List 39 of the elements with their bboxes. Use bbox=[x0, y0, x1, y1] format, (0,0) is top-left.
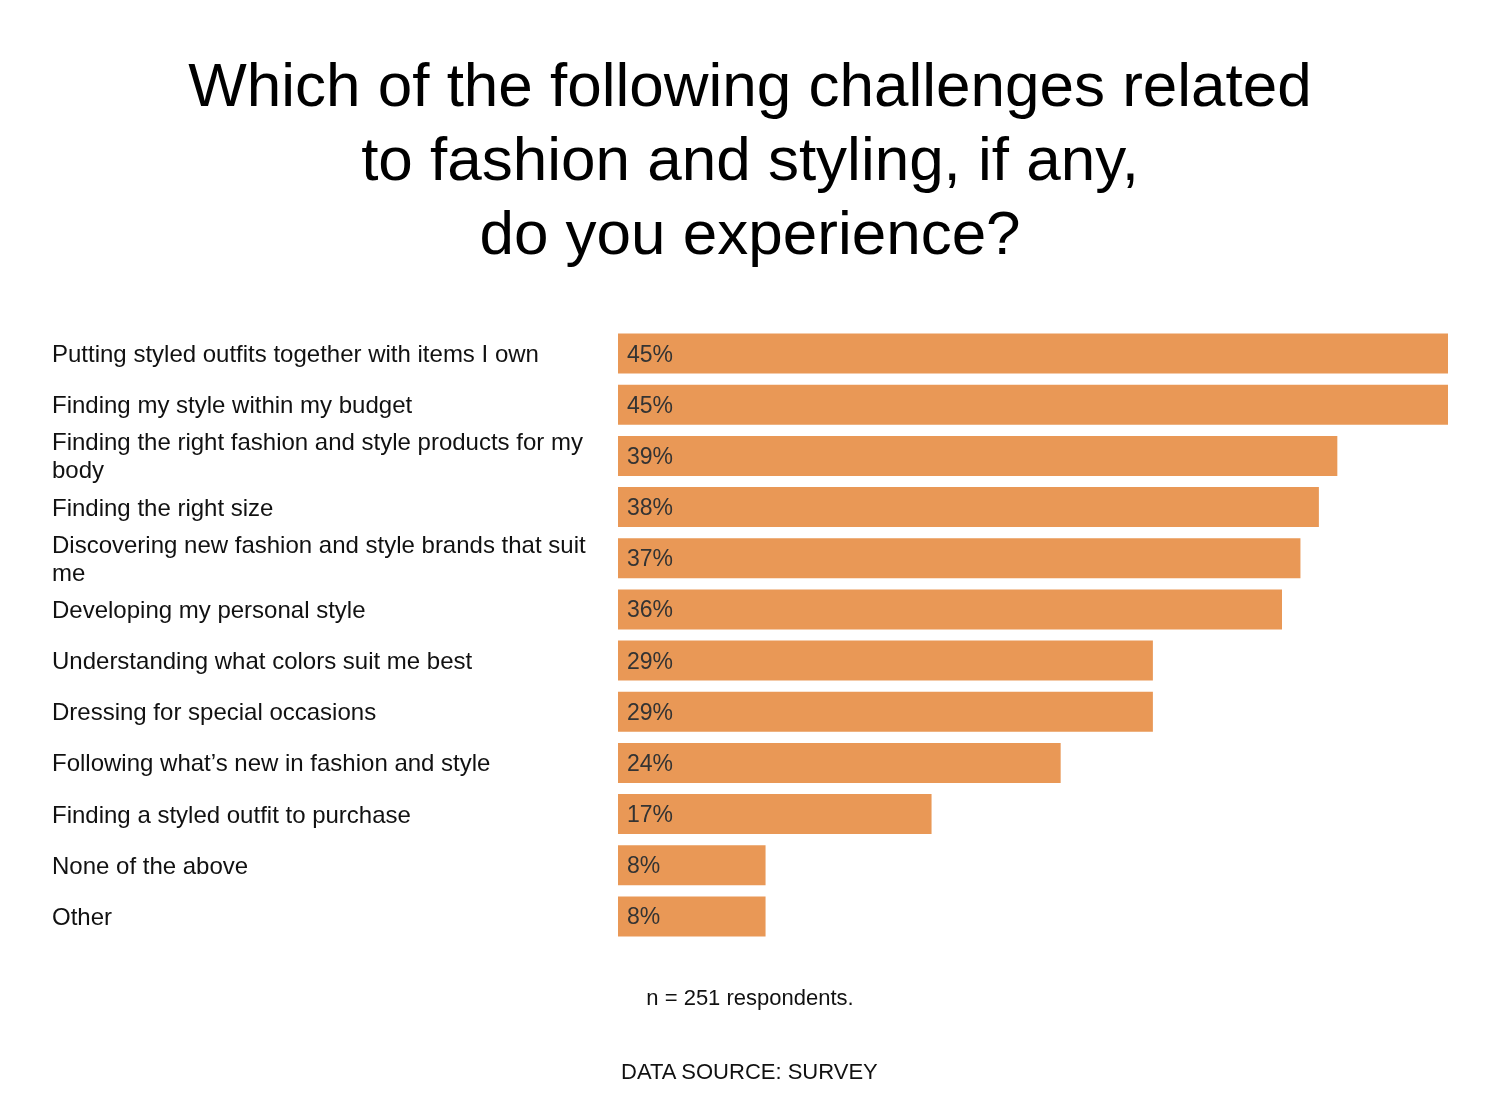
data-label: 38% bbox=[627, 494, 674, 521]
y-tick-label: Finding the right fashion and style products for my body bbox=[52, 428, 590, 484]
chart-title: Which of the following challenges related to fashion and styling, if any, do you experience? bbox=[188, 49, 1312, 267]
bar bbox=[618, 742, 1061, 783]
y-tick-label: Following what’s new in fashion and style bbox=[52, 749, 491, 777]
y-tick-label: Discovering new fashion and style brands that suit me bbox=[52, 530, 593, 586]
y-tick-label: Dressing for special occasions bbox=[52, 698, 377, 726]
bar bbox=[618, 333, 1448, 374]
y-tick-label: None of the above bbox=[52, 851, 249, 879]
bar bbox=[618, 640, 1153, 681]
data-label: 45% bbox=[627, 391, 674, 418]
y-tick-label: Understanding what colors suit me best bbox=[52, 647, 473, 675]
bar bbox=[618, 435, 1338, 476]
bar bbox=[618, 538, 1301, 579]
data-label: 29% bbox=[627, 698, 674, 725]
y-tick-label: Finding a styled outfit to purchase bbox=[52, 800, 411, 828]
y-tick-label: Other bbox=[52, 902, 113, 930]
y-tick-label: Putting styled outfits together with items I own bbox=[52, 340, 539, 368]
data-label: 37% bbox=[627, 545, 674, 572]
bar bbox=[618, 487, 1319, 528]
data-label: 39% bbox=[627, 442, 674, 469]
data-label: 24% bbox=[627, 749, 674, 776]
y-tick-label: Finding my style within my budget bbox=[52, 391, 413, 419]
bar bbox=[618, 691, 1153, 732]
data-label: 8% bbox=[627, 903, 661, 930]
data-label: 29% bbox=[627, 647, 674, 674]
data-label: 36% bbox=[627, 596, 674, 623]
data-label: 17% bbox=[627, 801, 674, 828]
y-tick-label: Developing my personal style bbox=[52, 595, 366, 623]
data-label: 8% bbox=[627, 852, 661, 879]
bar bbox=[618, 794, 932, 835]
bar bbox=[618, 896, 766, 937]
source-note: DATA SOURCE: SURVEY bbox=[621, 1058, 879, 1084]
bar bbox=[618, 845, 766, 886]
y-tick-label: Finding the right size bbox=[52, 493, 274, 521]
text: n = 251 respondents. bbox=[646, 984, 854, 1010]
data-label: 45% bbox=[627, 340, 674, 367]
bar bbox=[618, 589, 1282, 630]
bar bbox=[618, 384, 1448, 425]
